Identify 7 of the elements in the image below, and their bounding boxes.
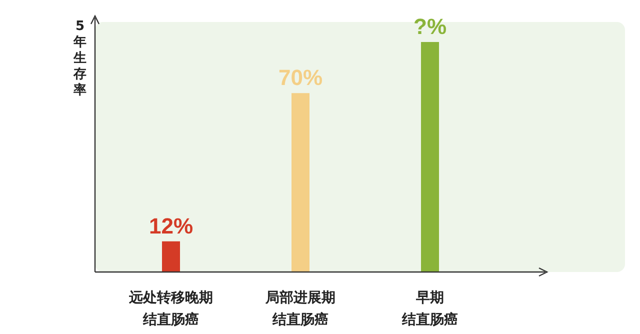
x-tick-label: 局部进展期结直肠癌 (264, 289, 336, 328)
data-label: 70% (278, 65, 323, 90)
y-axis-title: 5年生存率 (72, 19, 86, 98)
x-tick-label: 早期结直肠癌 (401, 290, 458, 328)
data-label: 12% (148, 213, 194, 238)
x-tick-label: 远处转移晚期结直肠癌 (128, 290, 213, 328)
data-label: ?% (414, 14, 446, 39)
